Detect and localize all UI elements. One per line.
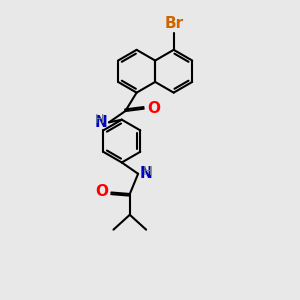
Text: O: O <box>95 184 108 200</box>
Text: H: H <box>95 113 104 127</box>
Text: H: H <box>143 165 152 178</box>
Text: N: N <box>139 166 152 181</box>
Text: N: N <box>95 115 108 130</box>
Text: Br: Br <box>165 16 184 32</box>
Text: O: O <box>147 101 160 116</box>
